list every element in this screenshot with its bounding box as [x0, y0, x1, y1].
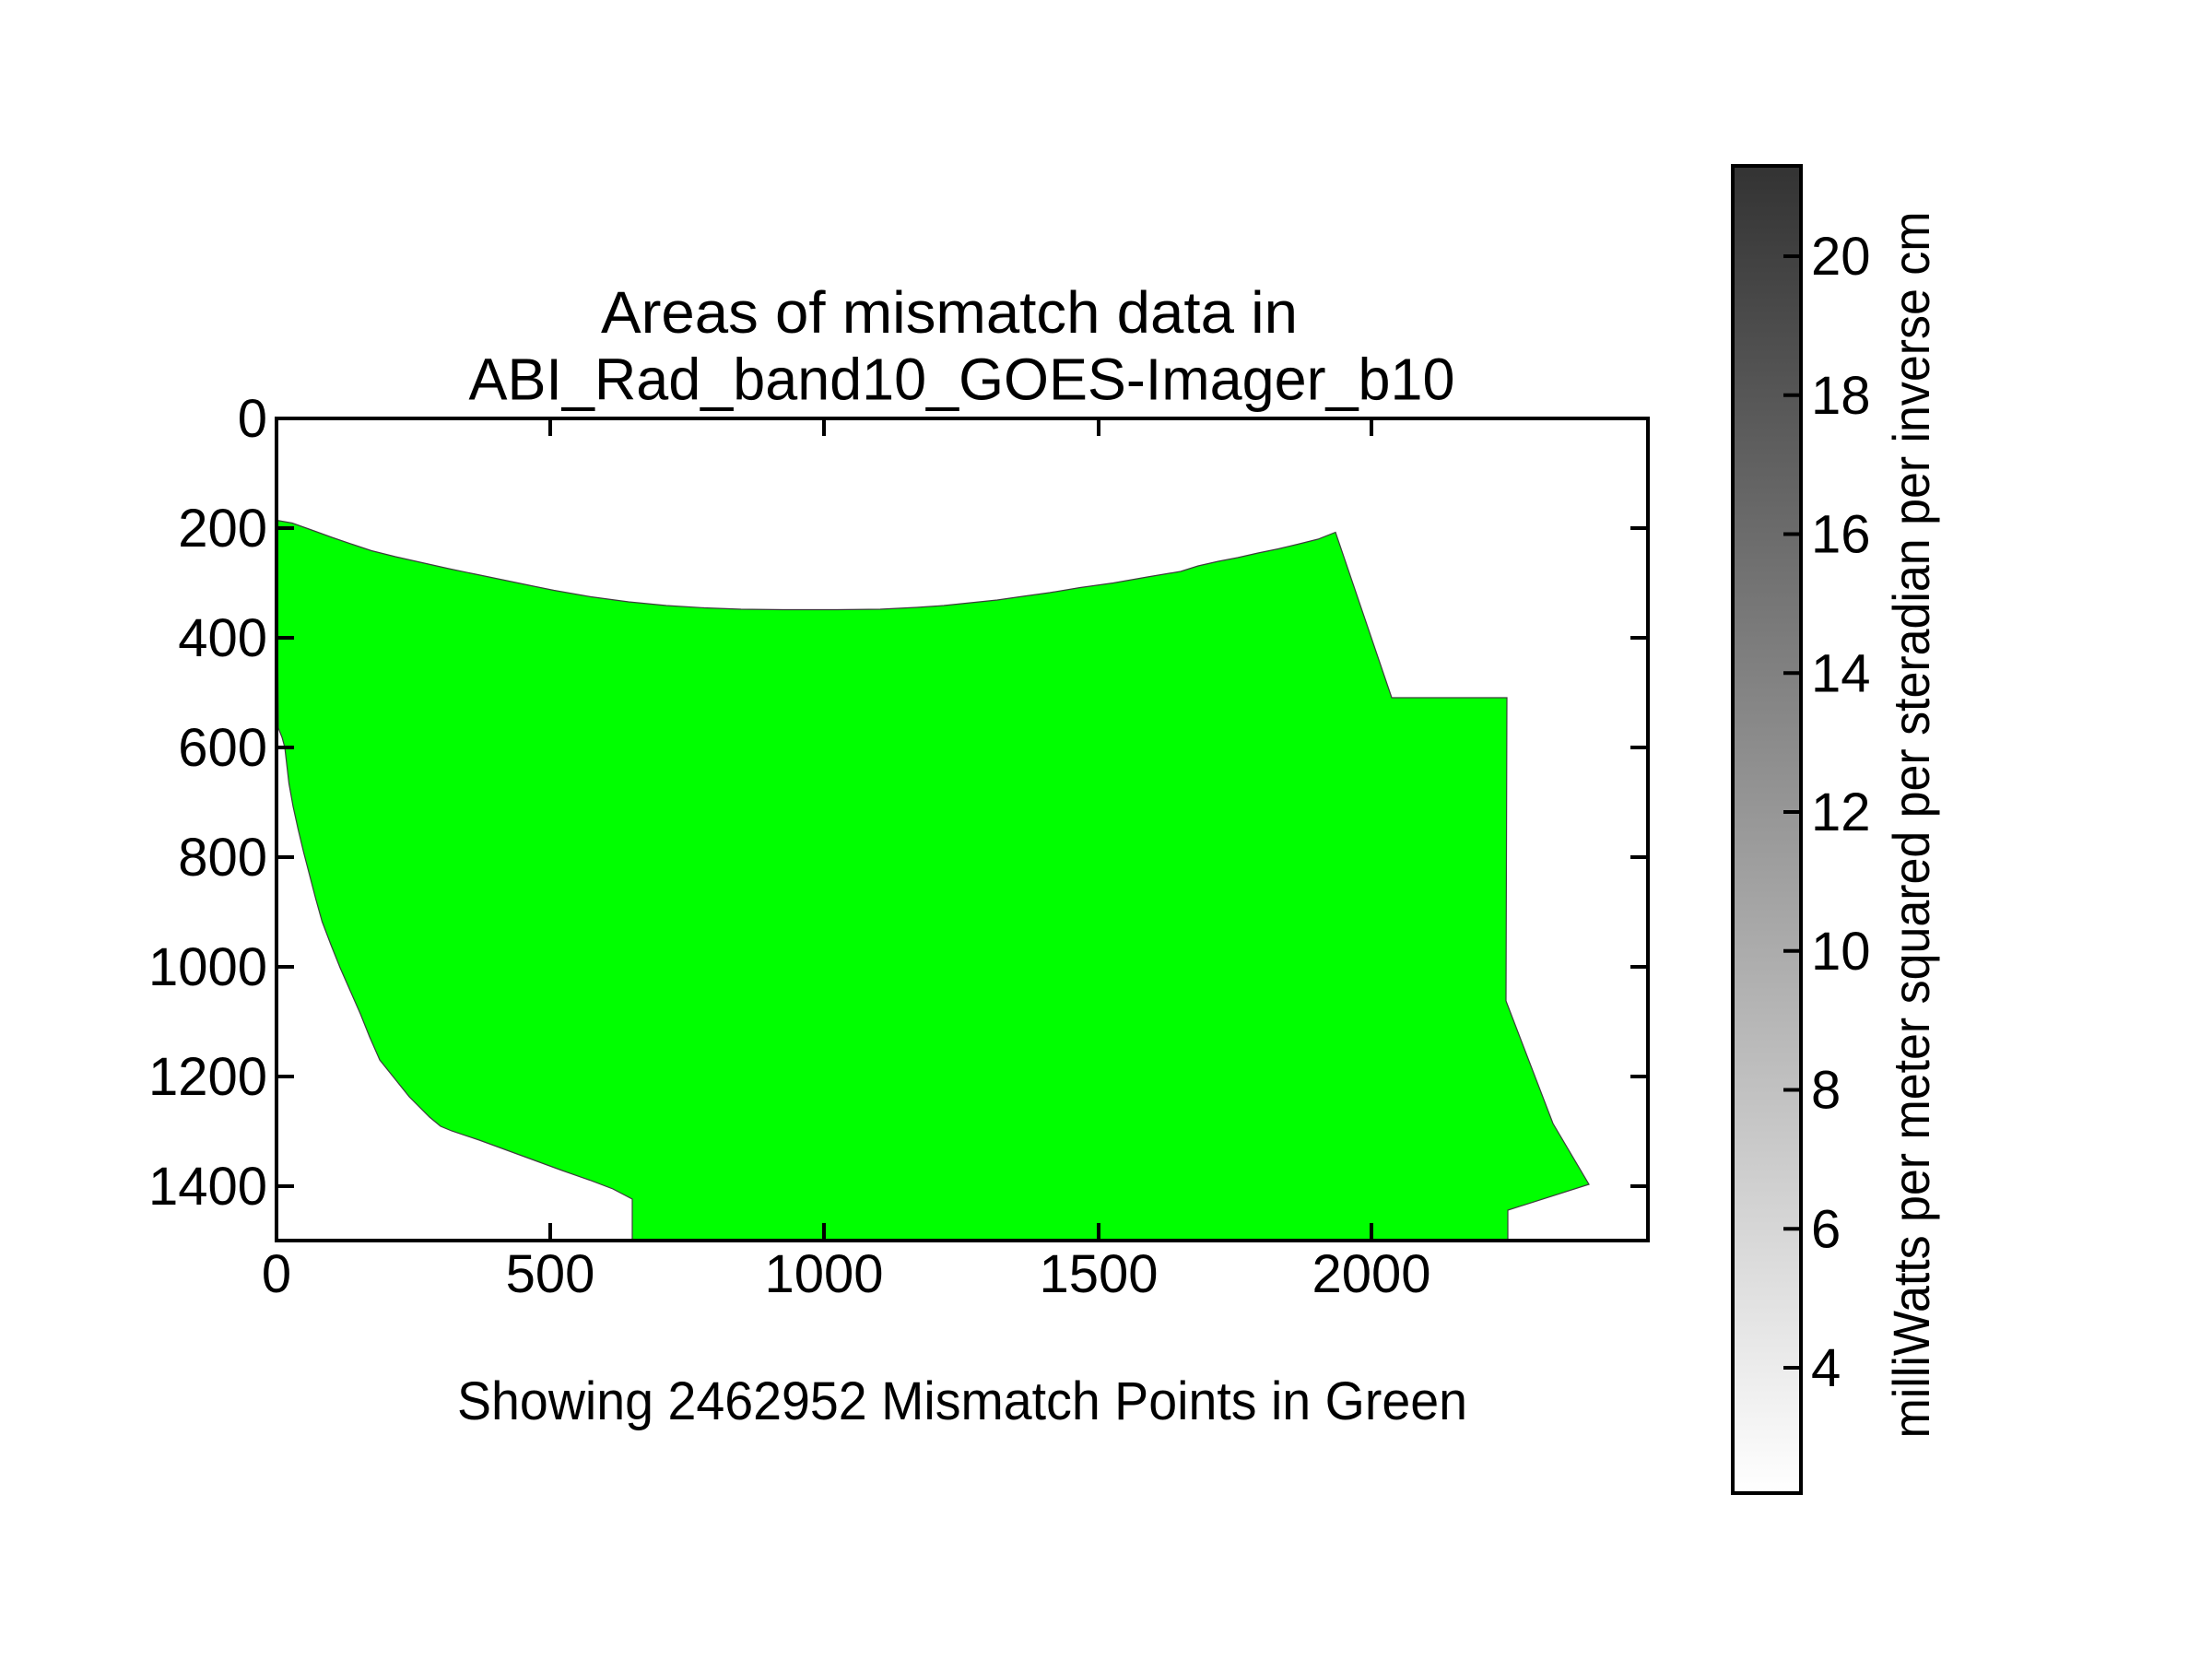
svg-text:10: 10	[1811, 922, 1871, 982]
svg-text:milliWatts per meter squared p: milliWatts per meter squared per steradi…	[1882, 212, 1940, 1439]
svg-text:14: 14	[1811, 643, 1871, 703]
svg-text:18: 18	[1811, 366, 1871, 426]
svg-text:800: 800	[178, 828, 267, 888]
svg-text:4: 4	[1811, 1338, 1841, 1398]
svg-text:600: 600	[178, 718, 267, 778]
svg-text:8: 8	[1811, 1061, 1841, 1121]
svg-text:0: 0	[262, 1244, 291, 1304]
svg-text:1400: 1400	[148, 1157, 267, 1217]
svg-text:2000: 2000	[1312, 1244, 1430, 1304]
svg-text:16: 16	[1811, 505, 1871, 565]
svg-text:1500: 1500	[1039, 1244, 1158, 1304]
svg-text:12: 12	[1811, 782, 1871, 842]
svg-text:Areas of mismatch data in: Areas of mismatch data in	[601, 279, 1298, 346]
svg-text:200: 200	[178, 499, 267, 559]
svg-text:1000: 1000	[148, 937, 267, 997]
svg-text:1200: 1200	[148, 1047, 267, 1107]
svg-text:0: 0	[238, 389, 267, 449]
svg-text:6: 6	[1811, 1199, 1841, 1259]
svg-text:ABI_Rad_band10_GOES-Imager_b10: ABI_Rad_band10_GOES-Imager_b10	[469, 347, 1455, 413]
svg-text:Showing 2462952 Mismatch Point: Showing 2462952 Mismatch Points in Green	[457, 1371, 1467, 1431]
svg-text:400: 400	[178, 608, 267, 668]
svg-text:20: 20	[1811, 227, 1871, 287]
svg-text:1000: 1000	[764, 1244, 883, 1304]
svg-text:500: 500	[506, 1244, 595, 1304]
